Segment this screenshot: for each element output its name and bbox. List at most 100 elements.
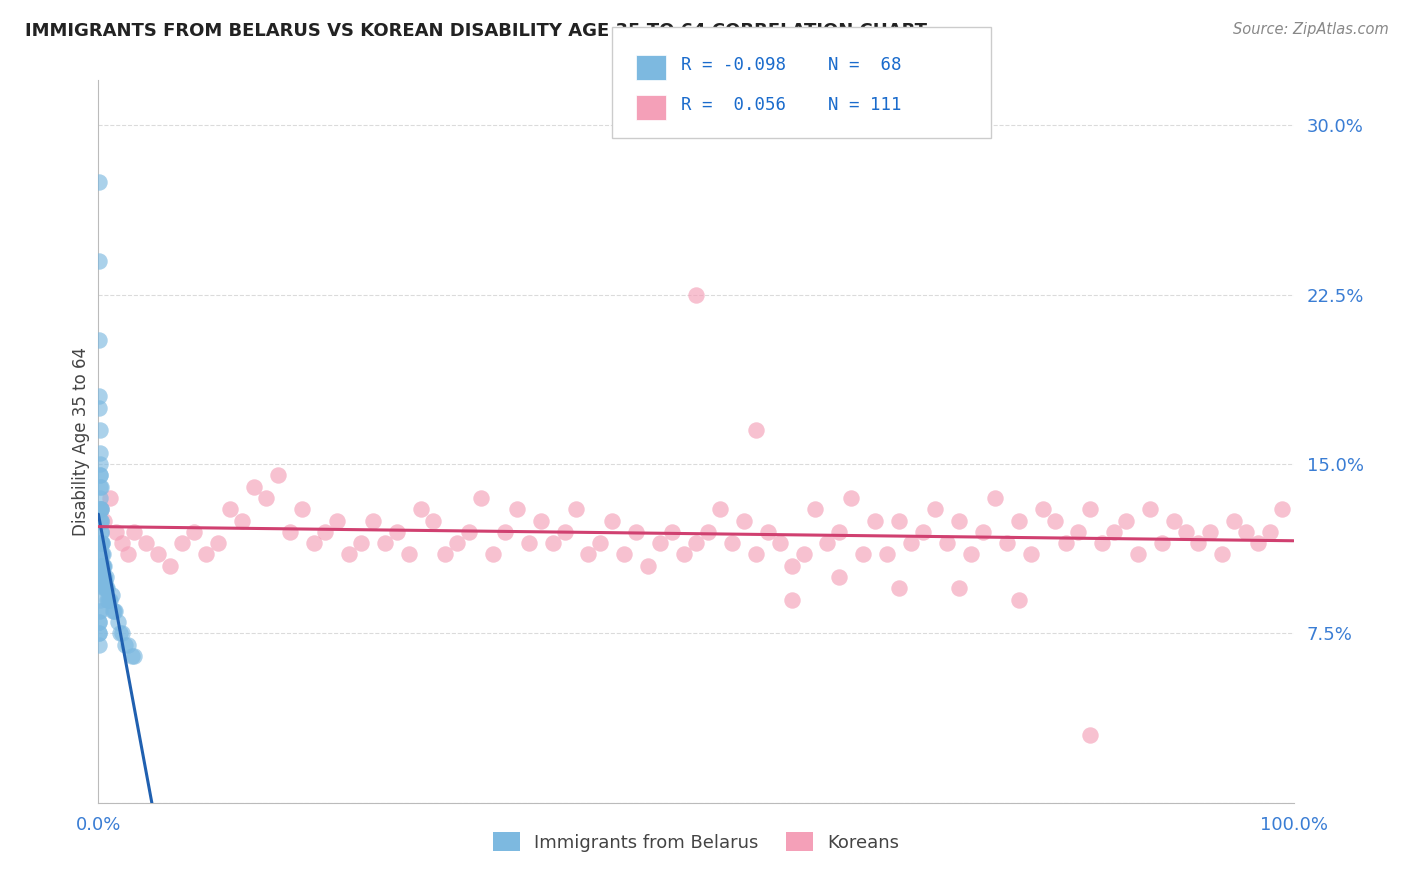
Point bbox=[90, 536, 112, 550]
Point bbox=[984, 491, 1007, 505]
Point bbox=[267, 468, 290, 483]
Point bbox=[385, 524, 409, 539]
Point bbox=[482, 548, 505, 562]
Point bbox=[90, 548, 112, 562]
Point bbox=[1187, 536, 1209, 550]
Point bbox=[114, 638, 136, 652]
Point bbox=[89, 446, 111, 460]
Point bbox=[733, 514, 755, 528]
Point bbox=[89, 468, 111, 483]
Point bbox=[172, 536, 194, 550]
Point bbox=[91, 570, 114, 584]
Point bbox=[780, 592, 803, 607]
Point bbox=[1163, 514, 1185, 528]
Point bbox=[411, 502, 433, 516]
Point bbox=[1234, 524, 1257, 539]
Point bbox=[948, 514, 970, 528]
Point bbox=[1115, 514, 1137, 528]
Point bbox=[89, 333, 111, 347]
Point bbox=[94, 582, 117, 596]
Point bbox=[1008, 514, 1031, 528]
Point bbox=[207, 536, 229, 550]
Point bbox=[195, 548, 218, 562]
Point bbox=[90, 524, 112, 539]
Point bbox=[219, 502, 242, 516]
Point bbox=[1104, 524, 1126, 539]
Point bbox=[1258, 524, 1281, 539]
Point bbox=[89, 626, 111, 640]
Point bbox=[924, 502, 946, 516]
Point bbox=[89, 615, 111, 630]
Point bbox=[793, 548, 815, 562]
Text: IMMIGRANTS FROM BELARUS VS KOREAN DISABILITY AGE 35 TO 64 CORRELATION CHART: IMMIGRANTS FROM BELARUS VS KOREAN DISABI… bbox=[25, 22, 928, 40]
Point bbox=[613, 548, 636, 562]
Point bbox=[124, 648, 146, 663]
Point bbox=[90, 536, 112, 550]
Point bbox=[1008, 592, 1031, 607]
Point bbox=[91, 548, 114, 562]
Point bbox=[108, 626, 131, 640]
Point bbox=[374, 536, 396, 550]
Point bbox=[745, 548, 768, 562]
Point bbox=[517, 536, 540, 550]
Point bbox=[90, 558, 112, 573]
Point bbox=[148, 548, 170, 562]
Point bbox=[94, 574, 117, 589]
Point bbox=[105, 524, 128, 539]
Point bbox=[936, 536, 959, 550]
Point bbox=[90, 514, 112, 528]
Point bbox=[91, 558, 114, 573]
Point bbox=[90, 514, 112, 528]
Point bbox=[889, 514, 911, 528]
Point bbox=[1223, 514, 1246, 528]
Point bbox=[434, 548, 457, 562]
Point bbox=[90, 524, 112, 539]
Point bbox=[769, 536, 792, 550]
Point bbox=[87, 604, 110, 618]
Point bbox=[673, 548, 696, 562]
Point bbox=[637, 558, 659, 573]
Point bbox=[98, 592, 121, 607]
Point bbox=[697, 524, 720, 539]
Point bbox=[90, 502, 112, 516]
Point bbox=[94, 570, 117, 584]
Point bbox=[530, 514, 553, 528]
Point bbox=[1199, 524, 1222, 539]
Point bbox=[135, 536, 157, 550]
Point bbox=[315, 524, 337, 539]
Point bbox=[1056, 536, 1078, 550]
Point bbox=[1091, 536, 1114, 550]
Point bbox=[817, 536, 839, 550]
Point bbox=[685, 287, 707, 301]
Point bbox=[339, 548, 361, 562]
Point bbox=[104, 604, 127, 618]
Point bbox=[94, 582, 117, 596]
Point bbox=[243, 480, 266, 494]
Point bbox=[1247, 536, 1270, 550]
Point bbox=[1139, 502, 1161, 516]
Point bbox=[685, 536, 707, 550]
Point bbox=[602, 514, 624, 528]
Point bbox=[661, 524, 683, 539]
Point bbox=[93, 570, 115, 584]
Point bbox=[89, 423, 111, 437]
Point bbox=[1175, 524, 1198, 539]
Point bbox=[1067, 524, 1090, 539]
Point bbox=[89, 592, 111, 607]
Point bbox=[291, 502, 314, 516]
Point bbox=[89, 491, 111, 505]
Point bbox=[87, 626, 110, 640]
Point bbox=[626, 524, 648, 539]
Point bbox=[159, 558, 181, 573]
Point bbox=[98, 592, 122, 607]
Point bbox=[804, 502, 827, 516]
Point bbox=[111, 536, 134, 550]
Point bbox=[89, 389, 111, 403]
Point bbox=[103, 604, 125, 618]
Point bbox=[91, 548, 114, 562]
Point bbox=[506, 502, 529, 516]
Point bbox=[363, 514, 385, 528]
Point bbox=[90, 480, 112, 494]
Point bbox=[89, 502, 111, 516]
Point bbox=[650, 536, 672, 550]
